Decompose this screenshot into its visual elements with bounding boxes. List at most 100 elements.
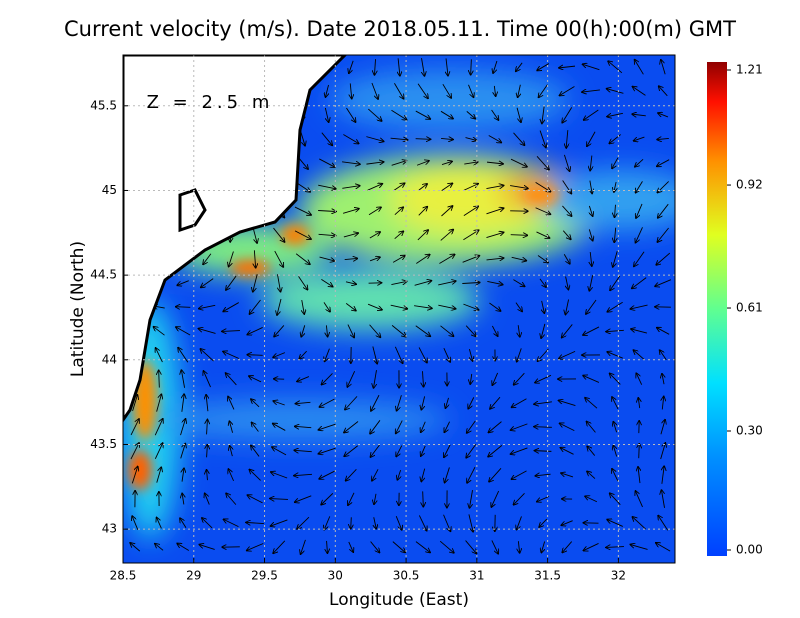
current-arrow (440, 230, 453, 241)
y-tick-label: 43.5 (90, 437, 117, 451)
current-arrow (301, 325, 304, 336)
current-arrow (416, 255, 429, 264)
current-arrow (294, 230, 311, 239)
current-arrow (422, 371, 423, 387)
current-arrow (491, 325, 497, 336)
current-arrow (634, 251, 645, 267)
current-arrow (319, 158, 334, 167)
current-arrow (155, 544, 164, 551)
current-arrow (392, 256, 405, 263)
current-arrow (513, 132, 525, 145)
current-arrow (226, 373, 237, 386)
current-arrow (247, 327, 263, 334)
current-arrow (247, 543, 264, 550)
current-arrow (369, 257, 380, 261)
current-arrow (366, 136, 383, 142)
current-arrow (536, 231, 549, 238)
current-arrow (516, 107, 521, 122)
current-arrow (660, 420, 665, 435)
x-tick-label: 31.5 (534, 569, 561, 583)
current-arrow (394, 346, 402, 363)
current-arrow (563, 254, 570, 263)
current-arrow (464, 162, 477, 164)
current-arrow (562, 205, 571, 216)
current-arrow (463, 230, 478, 241)
current-arrow (656, 252, 671, 265)
current-arrow (251, 446, 260, 457)
current-arrow (421, 445, 426, 456)
current-arrow (229, 251, 234, 266)
current-arrow (589, 275, 594, 291)
current-arrow (491, 540, 498, 553)
current-arrow (297, 516, 310, 529)
y-tick-label: 44.5 (90, 268, 117, 282)
current-arrow (634, 136, 645, 141)
current-arrow (560, 86, 575, 96)
current-arrow (489, 421, 502, 433)
current-arrow (607, 112, 624, 116)
current-arrow (632, 114, 646, 116)
current-arrow (370, 444, 380, 457)
current-arrow (440, 325, 454, 336)
x-tick-label: 29 (186, 569, 201, 583)
current-arrow (662, 466, 664, 484)
current-arrow (656, 543, 671, 552)
current-arrow (223, 351, 240, 359)
depth-label: Z = 2.5 m (147, 92, 274, 113)
current-arrow (182, 394, 184, 412)
current-arrow (178, 348, 189, 363)
current-arrow (489, 467, 502, 481)
current-arrow (470, 373, 471, 384)
current-arrow (199, 545, 215, 550)
current-arrow (374, 493, 376, 504)
current-arrow (391, 281, 406, 286)
current-arrow (423, 491, 424, 506)
current-arrow (274, 250, 283, 267)
current-arrow (296, 402, 311, 403)
current-arrow (131, 467, 137, 484)
current-arrow (418, 207, 428, 216)
current-arrow (271, 472, 288, 479)
current-arrow (202, 518, 213, 529)
current-arrow (582, 90, 600, 92)
current-arrow (159, 370, 160, 388)
current-arrow (590, 252, 592, 266)
current-arrow (422, 58, 425, 76)
current-arrow (318, 234, 336, 235)
current-arrow (587, 446, 596, 456)
current-arrow (273, 352, 286, 358)
current-arrow (395, 516, 402, 530)
current-arrow (615, 204, 616, 217)
current-arrow (224, 519, 239, 528)
current-arrow (613, 251, 618, 267)
current-arrow (560, 423, 575, 432)
current-arrow (542, 300, 545, 313)
current-arrow (613, 422, 616, 433)
y-tick-label: 43 (102, 522, 117, 536)
current-arrow (442, 83, 451, 98)
current-arrow (490, 396, 501, 409)
current-arrow (342, 209, 359, 214)
current-arrow (517, 348, 522, 361)
current-arrow (226, 493, 237, 505)
current-arrow (534, 427, 552, 428)
current-arrow (321, 278, 332, 286)
current-arrow (199, 304, 216, 308)
current-arrow (325, 348, 330, 362)
current-arrow (391, 325, 406, 336)
current-arrow (441, 161, 452, 164)
current-arrow (397, 395, 402, 410)
current-arrow (518, 84, 521, 98)
current-arrow (154, 443, 162, 460)
current-arrow (657, 328, 670, 335)
current-arrow (584, 109, 599, 120)
current-arrow (589, 229, 592, 240)
current-arrow (300, 132, 305, 145)
current-arrow (539, 84, 548, 98)
current-arrow (541, 541, 544, 553)
current-arrow (342, 186, 359, 189)
current-arrow (272, 447, 287, 456)
current-arrow (635, 60, 644, 75)
current-arrow (345, 282, 356, 284)
current-arrow (181, 370, 186, 388)
